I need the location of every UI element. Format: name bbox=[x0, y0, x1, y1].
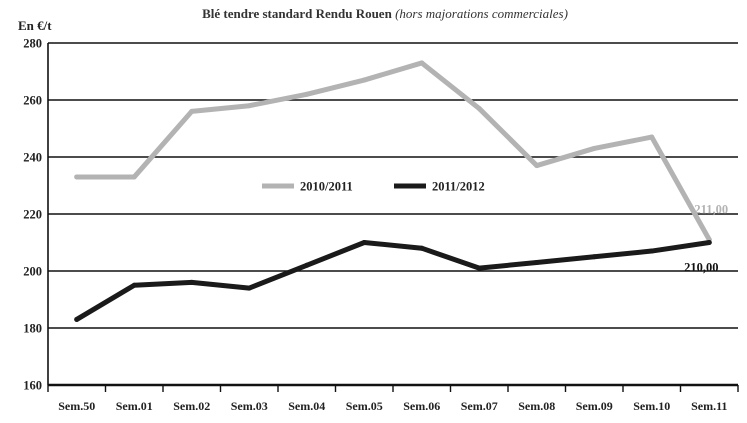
grid-lines bbox=[47, 42, 738, 387]
chart-subtitle: (hors majorations commerciales) bbox=[395, 6, 568, 21]
data-point bbox=[361, 240, 367, 245]
series-line-2010/2011 bbox=[74, 60, 712, 243]
x-tick-labels: Sem.50 Sem.01 Sem.02 Sem.03 Sem.04 Sem.05 Sem.… bbox=[47, 385, 739, 413]
data-point bbox=[476, 265, 482, 271]
data-point bbox=[649, 134, 655, 140]
data-point bbox=[189, 279, 195, 285]
x-tick-label: Sem.05 bbox=[346, 399, 383, 413]
x-tick-label: Sem.04 bbox=[288, 399, 325, 413]
y-tick-label: 260 bbox=[23, 94, 42, 108]
x-tick-label: Sem.02 bbox=[173, 399, 210, 413]
data-point bbox=[419, 245, 425, 251]
series-line-2011/2012 bbox=[74, 240, 712, 322]
data-point bbox=[591, 254, 597, 260]
legend: 2010/2011 2011/2012 bbox=[262, 180, 485, 194]
x-tick-label: Sem.10 bbox=[633, 399, 670, 413]
y-tick-label: 280 bbox=[23, 37, 42, 51]
x-tick-label: Sem.11 bbox=[691, 399, 727, 413]
data-point bbox=[189, 108, 195, 114]
data-point bbox=[361, 77, 367, 83]
data-point bbox=[706, 240, 712, 245]
x-tick-label: Sem.01 bbox=[116, 399, 153, 413]
legend-label: 2011/2012 bbox=[432, 180, 485, 194]
data-point bbox=[74, 316, 80, 322]
y-tick-label: 240 bbox=[23, 151, 42, 165]
chart-title-main: Blé tendre standard Rendu Rouen bbox=[202, 6, 393, 21]
data-point bbox=[246, 103, 252, 109]
y-tick-labels: 160 180 200 220 240 260 280 bbox=[23, 37, 42, 393]
data-point bbox=[591, 145, 597, 151]
legend-label: 2010/2011 bbox=[300, 180, 353, 194]
chart-title: Blé tendre standard Rendu Rouen (hors ma… bbox=[202, 6, 568, 21]
data-point bbox=[304, 91, 310, 97]
data-point bbox=[534, 259, 540, 265]
data-point bbox=[246, 285, 252, 291]
y-tick-label: 180 bbox=[23, 322, 42, 336]
end-label-2010: 211,00 bbox=[694, 203, 728, 217]
x-tick-label: Sem.09 bbox=[576, 399, 613, 413]
y-axis-label: En €/t bbox=[18, 18, 52, 33]
data-point bbox=[476, 106, 482, 112]
data-point bbox=[131, 282, 137, 288]
x-tick-label: Sem.08 bbox=[518, 399, 555, 413]
series-lines bbox=[74, 60, 712, 322]
x-tick-label: Sem.07 bbox=[461, 399, 498, 413]
data-point bbox=[74, 174, 80, 180]
end-labels: 211,00 210,00 bbox=[684, 203, 728, 275]
data-point bbox=[534, 163, 540, 169]
end-label-2011: 210,00 bbox=[684, 261, 718, 275]
x-tick-label: Sem.06 bbox=[403, 399, 440, 413]
y-tick-label: 220 bbox=[23, 208, 42, 222]
y-tick-label: 160 bbox=[23, 379, 42, 393]
data-point bbox=[304, 262, 310, 268]
y-tick-label: 200 bbox=[23, 265, 42, 279]
data-point bbox=[649, 248, 655, 254]
data-point bbox=[131, 174, 137, 180]
data-point bbox=[419, 60, 425, 66]
x-tick-label: Sem.03 bbox=[231, 399, 268, 413]
x-tick-label: Sem.50 bbox=[58, 399, 95, 413]
